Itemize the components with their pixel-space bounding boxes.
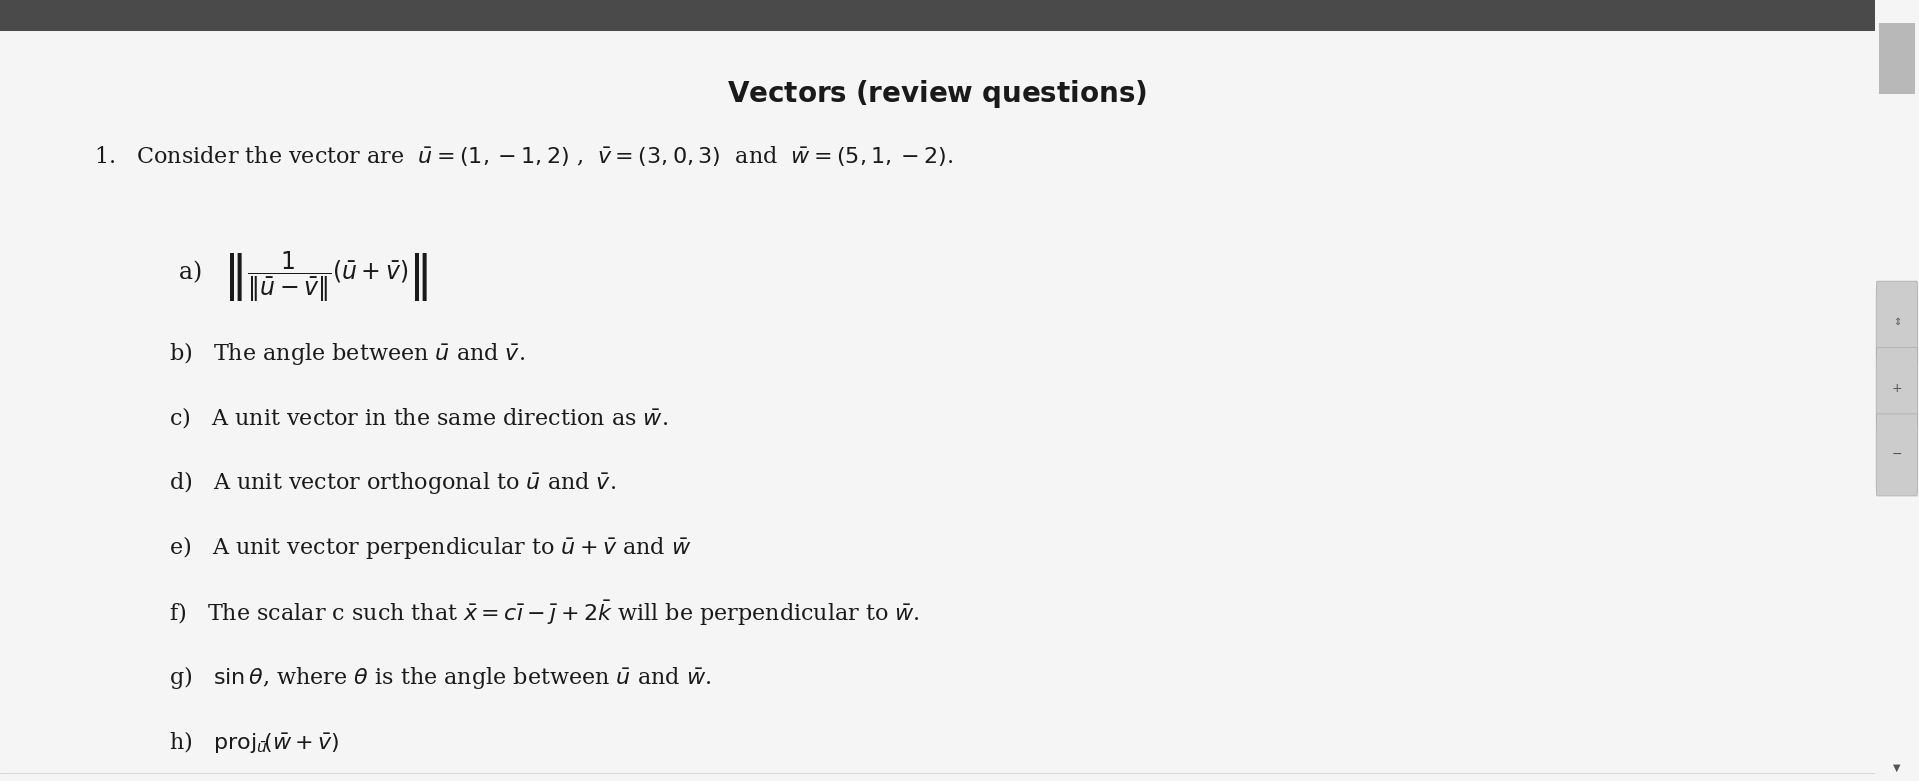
Text: d)   A unit vector orthogonal to $\bar{u}$ and $\bar{v}$.: d) A unit vector orthogonal to $\bar{u}$… xyxy=(169,469,616,497)
Text: +: + xyxy=(1892,382,1902,394)
FancyBboxPatch shape xyxy=(1877,281,1917,363)
Text: h)   $\mathrm{proj}_{\bar{u}}\!\left(\bar{w}+\bar{v}\right)$: h) $\mathrm{proj}_{\bar{u}}\!\left(\bar{… xyxy=(169,729,340,754)
Text: f)   The scalar c such that $\bar{x}=c\bar{\imath}-\bar{\jmath}+2\bar{k}$ will b: f) The scalar c such that $\bar{x}=c\bar… xyxy=(169,599,919,629)
FancyBboxPatch shape xyxy=(1877,348,1917,430)
Text: a)   $\left\| \dfrac{1}{\|\bar{u}-\bar{v}\|}\left(\bar{u}+\bar{v}\right) \right\: a) $\left\| \dfrac{1}{\|\bar{u}-\bar{v}\… xyxy=(178,250,428,305)
FancyBboxPatch shape xyxy=(1877,414,1917,496)
Text: e)   A unit vector perpendicular to $\bar{u}+\bar{v}$ and $\bar{w}$: e) A unit vector perpendicular to $\bar{… xyxy=(169,534,691,562)
Text: $\mathbf{Vectors\ (review\ questions)}$: $\mathbf{Vectors\ (review\ questions)}$ xyxy=(727,78,1148,110)
Bar xyxy=(0,0,1875,31)
Text: g)   $\sin\theta$, where $\theta$ is the angle between $\bar{u}$ and $\bar{w}$.: g) $\sin\theta$, where $\theta$ is the a… xyxy=(169,664,710,691)
Text: c)   A unit vector in the same direction as $\bar{w}$.: c) A unit vector in the same direction a… xyxy=(169,405,668,430)
Bar xyxy=(1879,23,1915,94)
Text: b)   The angle between $\bar{u}$ and $\bar{v}$.: b) The angle between $\bar{u}$ and $\bar… xyxy=(169,340,526,367)
Text: ▼: ▼ xyxy=(1894,763,1900,773)
Text: −: − xyxy=(1892,448,1902,461)
Text: ⇕: ⇕ xyxy=(1892,317,1902,326)
Text: 1.   Consider the vector are  $\bar{u}=(1,-1,2)$ ,  $\bar{v}=(3,0,3)$  and  $\ba: 1. Consider the vector are $\bar{u}=(1,-… xyxy=(94,144,954,169)
